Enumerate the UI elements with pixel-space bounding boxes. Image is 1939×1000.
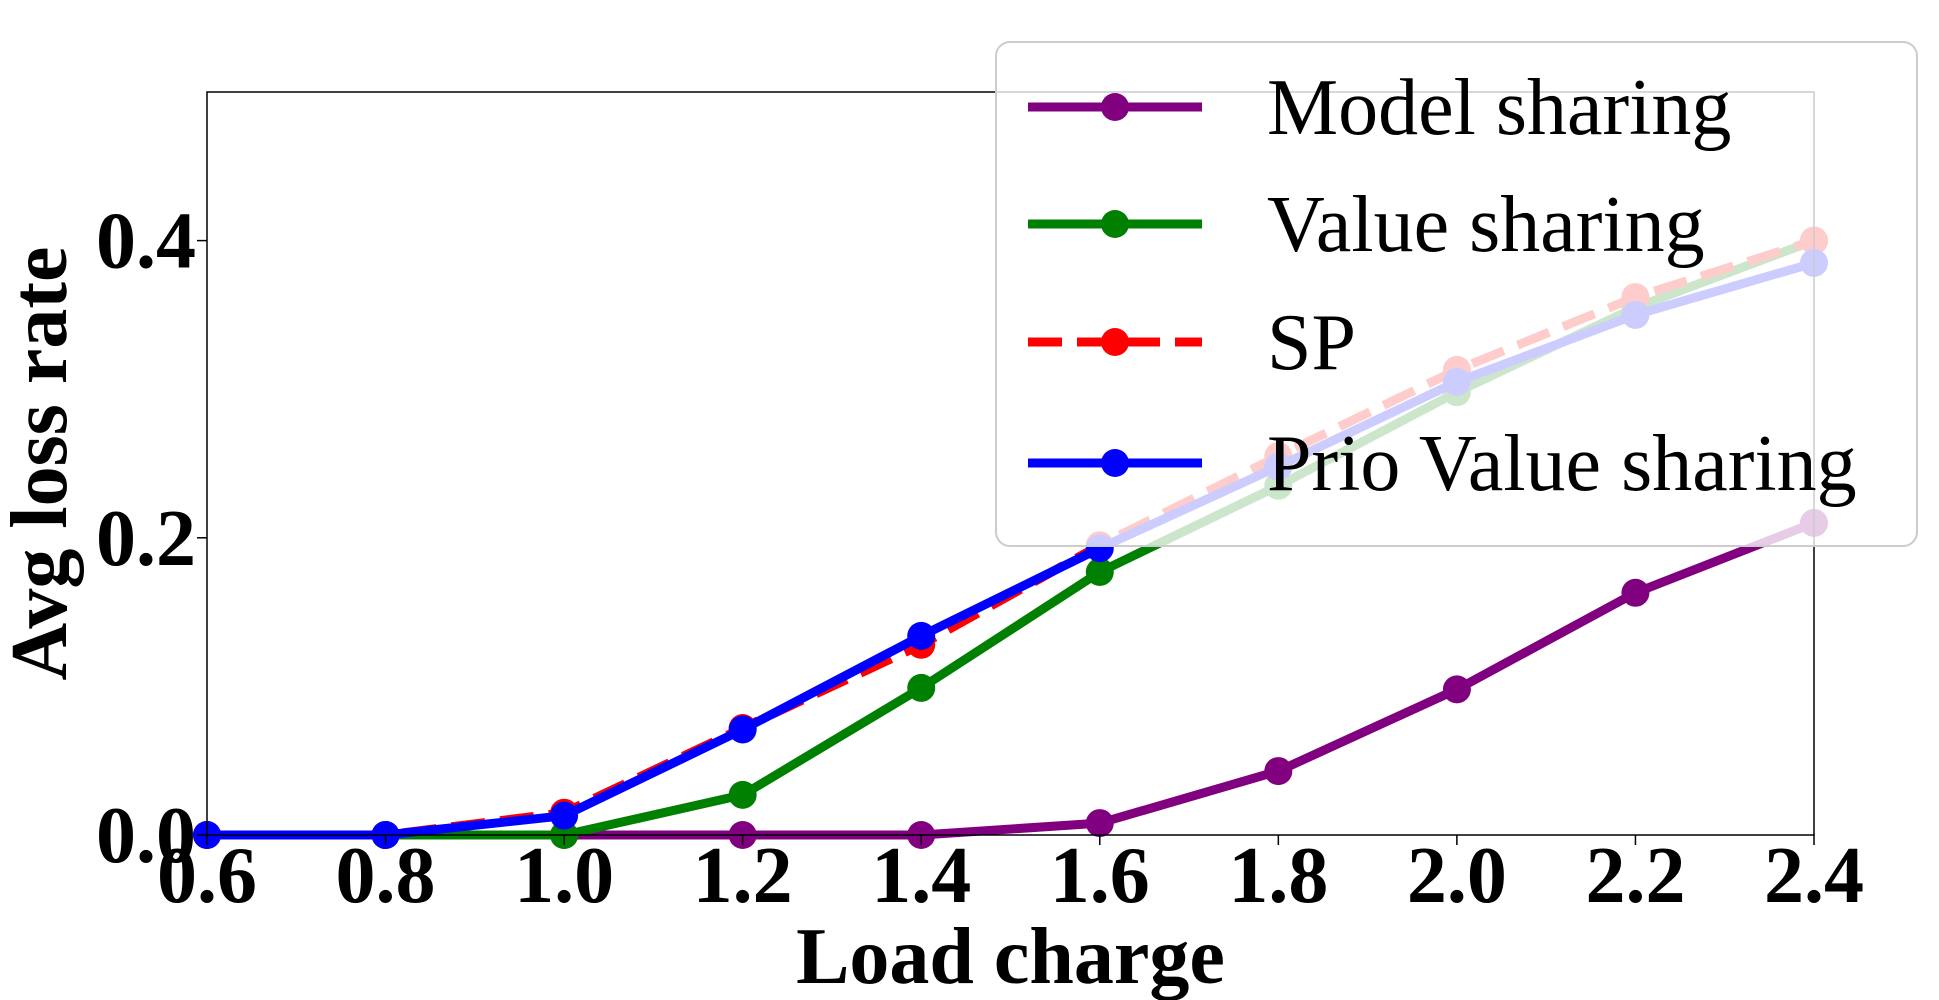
x-tick-label: 2.4 [1764,832,1864,920]
legend-entry: SP [1028,299,1356,387]
legend-swatch-marker [1101,449,1129,477]
x-tick-label: 1.8 [1228,832,1328,920]
legend-box [995,41,1918,547]
data-point [907,621,936,650]
legend-swatch-marker [1101,210,1129,238]
data-point [907,673,936,702]
x-tick-label: 1.6 [1050,832,1150,920]
data-point [550,801,579,830]
x-tick-label: 0.8 [336,832,436,920]
data-point [728,715,757,744]
x-tick-label: 2.0 [1407,832,1507,920]
y-tick-label: 0.0 [96,792,196,880]
legend-entry: Model sharing [1028,64,1731,152]
legend: Model sharing Value sharing SP Prio Value s… [995,41,1918,547]
legend-items: Model sharing Value sharing SP Prio Value s… [1028,64,1857,508]
data-point [1621,578,1650,607]
x-tick-label: 1.4 [871,832,971,920]
y-axis-title: Avg loss rate [0,247,84,681]
legend-swatch-marker [1101,93,1129,121]
data-point [1085,557,1114,586]
series-model-sharing [193,508,1828,849]
legend-label: Value sharing [1267,181,1705,269]
legend-entry: Prio Value sharing [1028,420,1857,508]
legend-entry: Value sharing [1028,181,1705,269]
series-line [202,518,1819,840]
legend-label: Prio Value sharing [1267,420,1857,508]
y-axis: 0.0 0.2 0.4 [96,198,207,880]
data-point [1442,675,1471,704]
x-axis-title: Load charge [796,913,1225,1000]
legend-label: SP [1267,299,1356,387]
x-tick-label: 1.0 [514,832,614,920]
data-point [1085,809,1114,838]
y-tick-label: 0.2 [96,495,196,583]
data-point [728,780,757,809]
legend-swatch-marker [1101,328,1129,356]
x-tick-label: 0.6 [157,832,257,920]
x-tick-label: 1.2 [693,832,793,920]
data-point [1264,757,1293,786]
x-axis: 0.6 0.8 1.0 1.2 1.4 1.6 1.8 2.0 2.2 2.4 [157,832,1864,920]
y-tick-label: 0.4 [96,198,196,286]
x-tick-label: 2.2 [1585,832,1685,920]
legend-label: Model sharing [1267,64,1731,152]
